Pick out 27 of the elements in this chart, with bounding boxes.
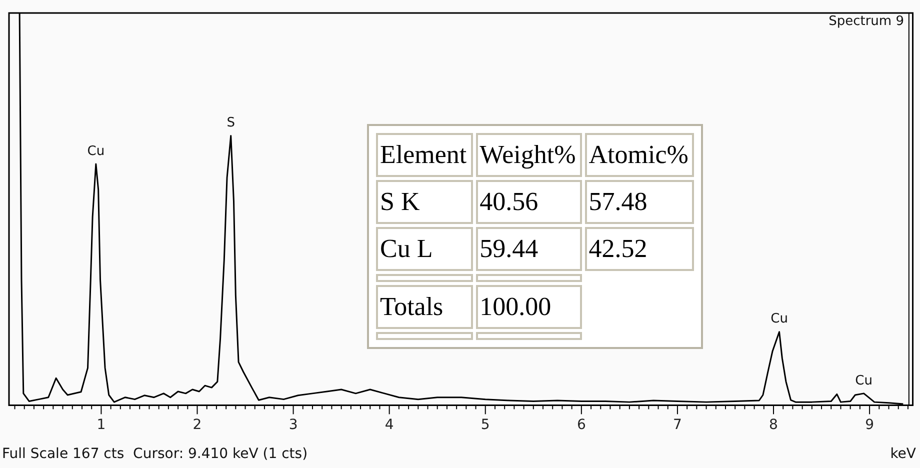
annotation: Cu	[87, 144, 105, 159]
x-tick-label: 2	[192, 417, 202, 434]
annotation: 40.56	[476, 180, 582, 224]
annotation: S K	[376, 180, 473, 224]
x-tick-label: 9	[865, 417, 874, 434]
annotation: Cu	[770, 312, 788, 327]
x-tick-label: 4	[384, 417, 394, 434]
x-tick-label: 6	[576, 417, 586, 434]
x-tick-label: 7	[673, 417, 682, 434]
annotation: Weight%	[476, 133, 582, 177]
annotation: Cu L	[376, 227, 473, 271]
annotation: 57.48	[584, 180, 694, 224]
annotation: Element	[376, 133, 473, 177]
annotation: Atomic%	[584, 133, 694, 177]
x-tick-label: 8	[769, 417, 778, 434]
x-tick-label: 3	[288, 417, 298, 434]
annotation: 42.52	[584, 227, 694, 271]
annotation: S	[226, 116, 235, 131]
annotation: 59.44	[476, 227, 582, 271]
text: Full Scale 167 cts Cursor: 9.410 keV (1 cts)	[2, 446, 308, 462]
annotation: Totals	[376, 285, 473, 329]
x-tick-label: 5	[480, 417, 490, 434]
x-tick-label: 1	[96, 417, 106, 434]
annotation: Cu	[855, 373, 872, 388]
annotation: 100.00	[476, 285, 582, 329]
annotation: Spectrum 9	[828, 14, 904, 29]
x-axis-title: keV	[890, 446, 916, 462]
